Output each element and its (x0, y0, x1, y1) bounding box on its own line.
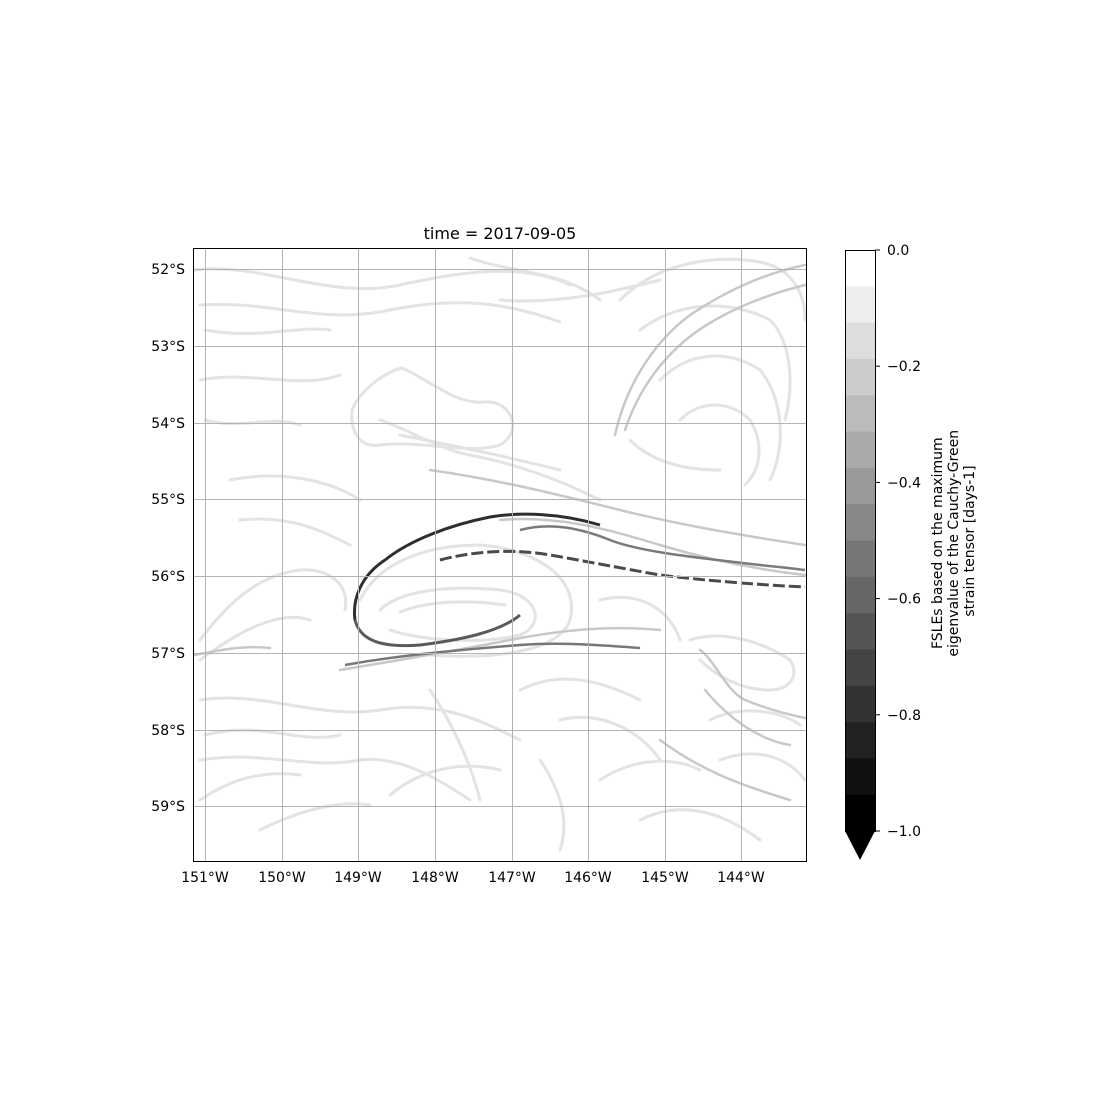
colorbar-tick-label: −1.0 (887, 824, 921, 840)
map-title: time = 2017-09-05 (424, 224, 577, 243)
colorbar-extend-arrow (845, 831, 875, 860)
lat-label: 53°S (151, 339, 185, 355)
colorbar-label-line: FSLEs based on the maximum (930, 437, 946, 649)
lon-label: 147°W (488, 870, 536, 886)
colorbar-label-line: eigenvalue of the Cauchy-Green (946, 430, 962, 657)
colorbar-level (845, 576, 875, 614)
colorbar-tick-label: −0.8 (887, 708, 921, 724)
colorbar: 0.0 −0.2 −0.4 −0.6 −0.8 −1.0 FSLEs based on t… (845, 243, 978, 860)
colorbar-level (845, 613, 875, 650)
map-gridlines (193, 248, 806, 861)
lon-label: 146°W (564, 870, 612, 886)
map-frame (193, 248, 807, 862)
colorbar-level (845, 540, 875, 578)
colorbar-tick-label: −0.4 (887, 475, 921, 491)
colorbar-label-line: strain tensor [days-1] (962, 465, 978, 616)
colorbar-ticks: 0.0 −0.2 −0.4 −0.6 −0.8 −1.0 (875, 243, 921, 840)
colorbar-tick-label: −0.2 (887, 359, 921, 375)
lat-label: 56°S (151, 569, 185, 585)
lon-label: 148°W (411, 870, 459, 886)
colorbar-level (845, 322, 875, 360)
colorbar-level (845, 685, 875, 723)
colorbar-label: FSLEs based on the maximum eigenvalue of… (930, 425, 978, 656)
lat-label: 55°S (151, 492, 185, 508)
map-background (193, 248, 806, 861)
map-panel (193, 248, 807, 862)
lat-label: 58°S (151, 723, 185, 739)
colorbar-levels (845, 250, 875, 832)
colorbar-level (845, 722, 875, 759)
lon-label: 144°W (717, 870, 765, 886)
lon-label: 151°W (181, 870, 229, 886)
colorbar-level (845, 649, 875, 687)
colorbar-level (845, 395, 875, 433)
lon-label: 145°W (641, 870, 689, 886)
colorbar-level (845, 504, 875, 541)
lat-label: 54°S (151, 416, 185, 432)
fsle-filaments-faint (193, 256, 807, 852)
colorbar-frame (845, 250, 876, 832)
colorbar-tick-label: 0.0 (887, 243, 909, 259)
lon-label: 150°W (258, 870, 306, 886)
lon-labels: 151°W 150°W 149°W 148°W 147°W 146°W 145°… (181, 870, 765, 886)
colorbar-level (845, 358, 875, 396)
colorbar-tick-label: −0.6 (887, 592, 921, 608)
colorbar-level (845, 431, 875, 469)
fsle-filaments-medium (193, 263, 807, 802)
fsle-ridge-strong (344, 512, 806, 667)
colorbar-level (845, 467, 875, 505)
lon-label: 149°W (334, 870, 382, 886)
colorbar-level (845, 758, 875, 796)
lat-label: 57°S (151, 646, 185, 662)
lat-label: 52°S (151, 262, 185, 278)
colorbar-level (845, 286, 875, 324)
colorbar-level (845, 794, 875, 832)
colorbar-level (845, 250, 875, 287)
lat-labels: 52°S 53°S 54°S 55°S 56°S 57°S 58°S 59°S (151, 262, 185, 815)
lat-label: 59°S (151, 799, 185, 815)
